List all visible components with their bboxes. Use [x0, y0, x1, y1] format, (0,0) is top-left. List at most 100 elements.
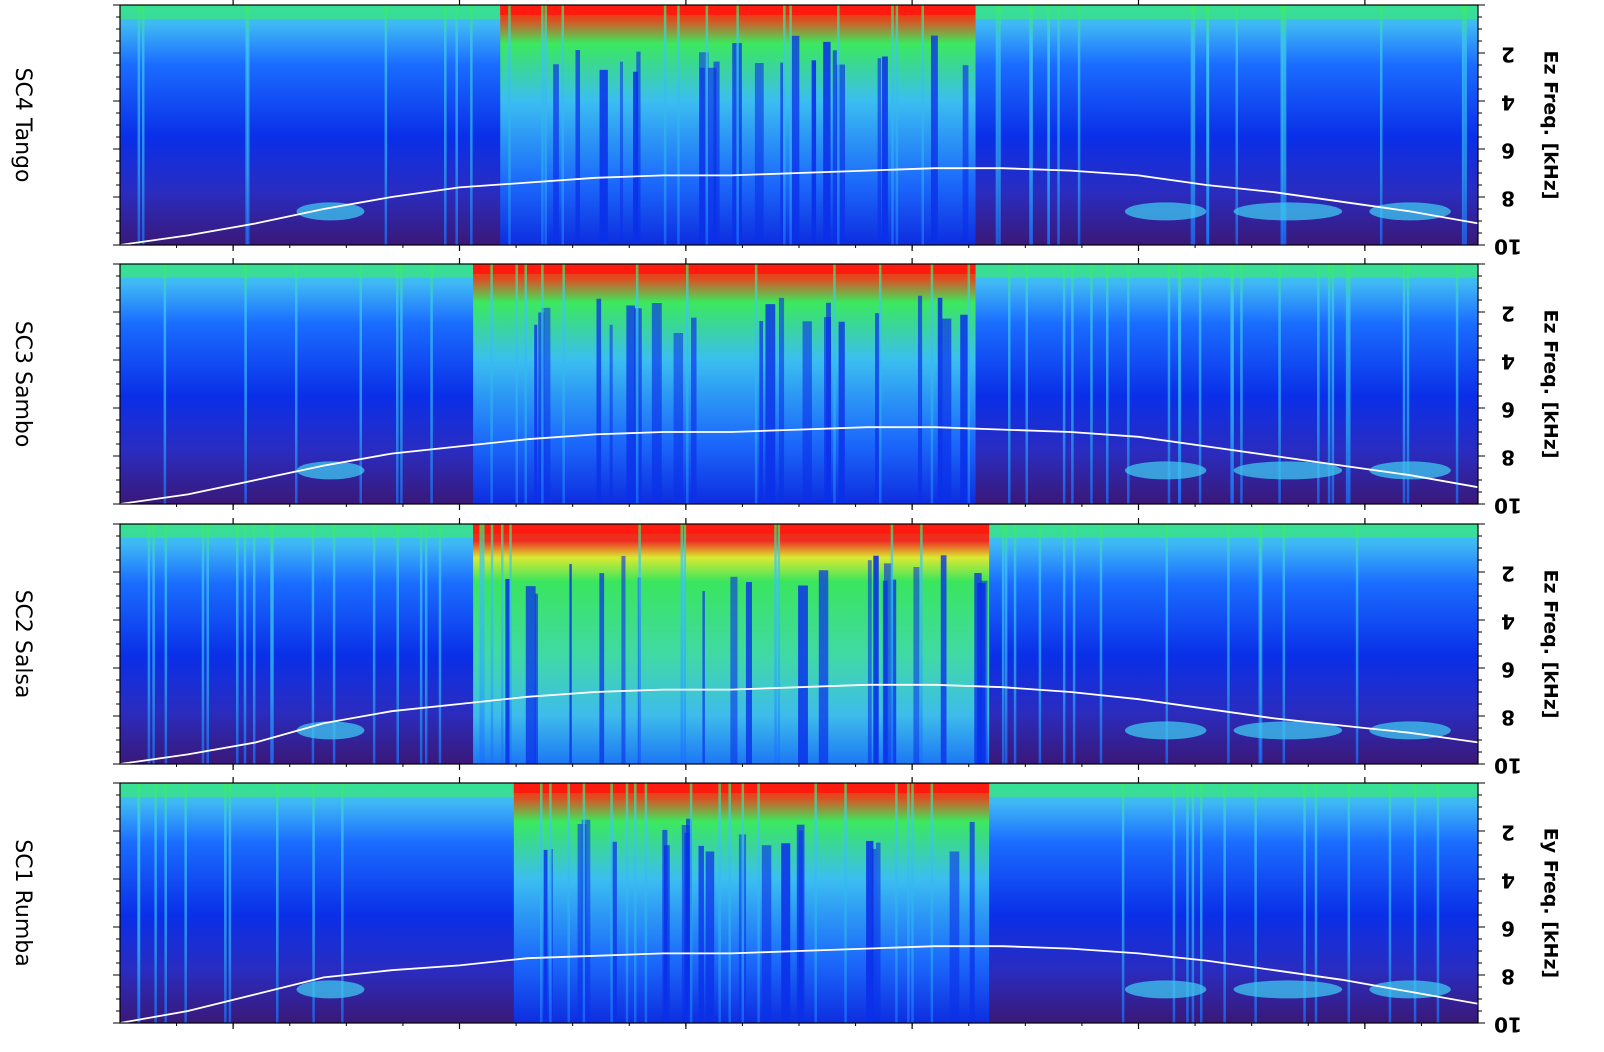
interference-line	[1388, 783, 1392, 1023]
interference-line	[582, 783, 586, 1023]
storm-gap	[798, 585, 808, 764]
interference-line	[1071, 264, 1074, 504]
interference-line	[1235, 5, 1239, 245]
storm-gap	[698, 845, 704, 1023]
storm-gap	[505, 579, 510, 764]
interference-line	[1127, 264, 1130, 504]
interference-line	[311, 524, 315, 764]
interference-line	[754, 264, 758, 504]
storm-gap	[824, 317, 832, 504]
y-tick-label: 10	[1494, 235, 1522, 259]
interference-line	[680, 524, 684, 764]
storm-gap	[761, 845, 772, 1023]
interference-line	[1227, 524, 1230, 764]
interference-line	[1347, 783, 1351, 1023]
storm-gap	[534, 593, 538, 764]
interference-line	[644, 783, 648, 1023]
interference-line	[1278, 264, 1281, 504]
interference-line	[783, 5, 786, 245]
interference-line	[1436, 783, 1440, 1023]
interference-line	[1167, 264, 1171, 504]
storm-gap	[875, 313, 880, 504]
interference-line	[509, 524, 512, 764]
emission-blob	[1124, 202, 1207, 221]
interference-line	[921, 5, 924, 245]
storm-gap	[802, 321, 812, 504]
storm-gap	[611, 841, 617, 1023]
spectrogram-panel: 2 4 6 8 10 Ez Freq. [kHz] SC4 Tango	[10, 0, 1562, 259]
interference-line	[1057, 5, 1060, 245]
interference-line	[930, 783, 934, 1023]
interference-line	[1038, 524, 1042, 764]
interference-line	[384, 5, 388, 245]
interference-line	[1030, 5, 1033, 245]
storm-gap	[699, 52, 709, 245]
interference-line	[610, 783, 613, 1023]
interference-line	[683, 524, 687, 764]
interference-line	[294, 264, 298, 504]
storm-gap	[702, 590, 705, 764]
interference-line	[1303, 783, 1306, 1023]
y-axis-label: Ez Freq. [kHz]	[1540, 569, 1562, 718]
interference-line	[312, 783, 315, 1023]
storm-red-cap	[473, 264, 976, 274]
interference-line	[1001, 524, 1005, 764]
interference-line	[228, 783, 232, 1023]
interference-line	[1198, 264, 1202, 504]
interference-line	[1165, 524, 1169, 764]
interference-line	[252, 524, 256, 764]
storm-gap	[937, 297, 943, 504]
storm-gap	[525, 586, 536, 764]
storm-gap	[686, 818, 692, 1023]
storm-region	[513, 783, 990, 1023]
interference-line	[837, 5, 840, 245]
interference-line	[1206, 5, 1210, 245]
interference-line	[1072, 524, 1076, 764]
interference-line	[1191, 783, 1195, 1023]
interference-line	[540, 783, 543, 1023]
storm-gap	[949, 851, 960, 1023]
interference-line	[1106, 264, 1109, 504]
storm-gap	[913, 567, 920, 764]
y-tick-label: 2	[1501, 302, 1515, 326]
storm-gap	[691, 317, 697, 504]
interference-line	[1192, 5, 1196, 245]
interference-line	[1379, 5, 1383, 245]
interference-line	[895, 783, 898, 1023]
storm-gap	[823, 41, 831, 245]
interference-line	[677, 5, 680, 245]
interference-line	[736, 5, 739, 245]
interference-line	[152, 524, 155, 764]
y-tick-label: 2	[1501, 821, 1515, 845]
storm-gap	[759, 321, 764, 504]
interference-line	[1314, 783, 1318, 1023]
interference-line	[184, 783, 187, 1023]
storm-gap	[626, 305, 635, 504]
overlay-line	[120, 683, 1478, 764]
interference-line	[1258, 524, 1262, 764]
storm-gap	[541, 307, 551, 504]
interference-line	[1327, 264, 1331, 504]
emission-blob	[1233, 721, 1343, 740]
storm-gap	[632, 71, 638, 245]
storm-gap	[663, 845, 670, 1023]
panel-label: SC3 Sambo	[10, 321, 35, 448]
y-tick-label: 10	[1494, 754, 1522, 778]
panel-label: SC1 Rumba	[10, 839, 35, 966]
storm-gap	[621, 555, 626, 764]
interference-line	[524, 264, 527, 504]
interference-line	[1004, 524, 1008, 764]
interference-line	[141, 5, 145, 245]
interference-line	[541, 5, 544, 245]
interference-line	[430, 264, 433, 504]
interference-line	[689, 783, 693, 1023]
interference-line	[444, 5, 447, 245]
storm-gap	[877, 58, 882, 245]
y-tick-label: 6	[1501, 398, 1515, 422]
interference-line	[1464, 5, 1467, 245]
interference-line	[164, 783, 167, 1023]
storm-gap	[930, 35, 938, 245]
emission-blob	[296, 980, 365, 999]
storm-gap	[940, 555, 947, 764]
interference-line	[137, 783, 140, 1023]
